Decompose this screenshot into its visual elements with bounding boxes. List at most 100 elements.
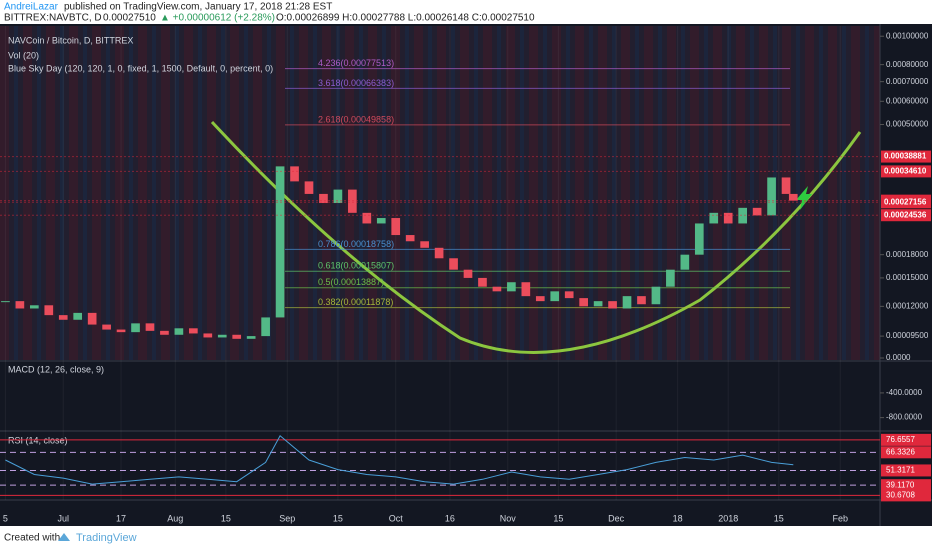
symbol: BITTREX:NAVBTC, D [4, 13, 102, 24]
x-tick-label: Feb [832, 513, 848, 523]
candle [232, 334, 242, 339]
price-label-box [881, 209, 931, 222]
published: published on TradingView.com, January 17… [64, 2, 332, 13]
x-tick-label: 5 [3, 513, 8, 523]
brand-icon [58, 533, 70, 541]
candle [261, 317, 270, 337]
rsi-title: RSI (14, close) [8, 435, 68, 445]
candle [507, 282, 516, 292]
candle [73, 312, 83, 320]
rsi-label-box [881, 446, 931, 459]
ohlc: O:0.00026899 H:0.00027788 L:0.00026148 C… [276, 13, 535, 24]
candle [434, 247, 444, 259]
candle [788, 193, 798, 201]
candle [521, 282, 531, 297]
candle [478, 277, 487, 287]
fib-label: 0.5(0.00013887) [318, 277, 384, 287]
candle [131, 323, 140, 333]
fib-label: 0.618(0.00015807) [318, 261, 394, 271]
indicator: Vol (20) [8, 50, 39, 60]
price-label: 0.00024536 [884, 210, 927, 219]
candle [564, 291, 574, 299]
x-tick-label: 15 [333, 513, 343, 523]
candle [550, 291, 560, 302]
change: ▲ +0.00000612 (+2.28%) [160, 13, 275, 24]
rsi-label: 66.3326 [886, 447, 915, 456]
rsi-label: 30.6708 [886, 490, 915, 499]
candle [637, 296, 646, 305]
candle [58, 315, 68, 320]
candle [694, 223, 704, 255]
candle [622, 296, 632, 309]
candle [246, 336, 256, 339]
candle [405, 235, 415, 242]
candle [290, 166, 299, 182]
x-tick-label: Aug [167, 513, 183, 523]
candle [145, 323, 155, 331]
price-label: 0.00034610 [884, 167, 927, 176]
price-label: 0.00038881 [884, 152, 927, 161]
price-pane [0, 26, 880, 360]
candle [44, 305, 54, 316]
price-label-box [881, 165, 931, 178]
candle [275, 166, 285, 318]
footer-brand[interactable]: TradingView [76, 532, 137, 544]
y-tick-label: 0.00080000 [886, 60, 929, 69]
y-tick-label: 0.0000 [886, 353, 911, 362]
candle [709, 212, 719, 224]
candle [666, 269, 675, 287]
candle [29, 305, 39, 309]
chart-title: NAVCoin / Bitcoin, D, BITTREX [8, 35, 133, 45]
y-tick-label: 0.00012000 [886, 301, 929, 310]
y-tick-label: 0.00009500 [886, 331, 929, 340]
fib-label: 2.618(0.00049858) [318, 114, 394, 124]
x-tick-label: 15 [553, 513, 563, 523]
header-bar [0, 0, 932, 22]
x-tick-label: 15 [774, 513, 784, 523]
x-tick-label: Nov [500, 513, 517, 523]
candle [348, 189, 357, 213]
y-tick-label: -800.0000 [886, 413, 923, 422]
macd-title: MACD (12, 26, close, 9) [8, 364, 104, 374]
candle [376, 218, 386, 224]
price-label: 0.00027156 [884, 197, 927, 206]
footer-bar [0, 526, 932, 550]
arrow-icon [796, 186, 812, 210]
candle [738, 207, 748, 224]
candle [102, 324, 111, 330]
fib-label: 3.618(0.00066383) [318, 78, 394, 88]
fib-label: 4.236(0.00077513) [318, 58, 394, 68]
x-tick-label: Sep [279, 513, 295, 523]
y-tick-label: 0.00050000 [886, 120, 929, 129]
candle [217, 334, 227, 338]
candle [535, 296, 545, 302]
author[interactable]: AndreiLazar [4, 2, 59, 13]
candle [420, 241, 429, 248]
drawn-curve [210, 120, 862, 354]
y-tick-label: 0.00060000 [886, 96, 929, 105]
x-tick-label: 17 [116, 513, 126, 523]
candle [333, 189, 343, 204]
candle [651, 286, 661, 305]
candle [449, 258, 458, 270]
candle [1, 301, 10, 303]
candle [593, 301, 603, 307]
candle [203, 333, 213, 338]
price-label-box [881, 150, 931, 163]
candle [767, 177, 776, 216]
candle [15, 301, 25, 309]
candle [362, 212, 372, 224]
x-tick-label: 2018 [718, 513, 738, 523]
y-tick-label: 0.00100000 [886, 31, 929, 40]
indicator: Blue Sky Day (120, 120, 1, 0, fixed, 1, … [8, 63, 273, 73]
rsi-label-box [881, 479, 931, 492]
rsi-label: 39.1170 [886, 480, 915, 489]
candle [304, 181, 314, 194]
x-tick-label: Oct [389, 513, 404, 523]
candle [579, 298, 588, 307]
fib-label: 0.382(0.00011878) [318, 297, 393, 307]
candle [319, 193, 328, 204]
rsi-line [5, 435, 794, 485]
x-tick-label: Jul [57, 513, 69, 523]
